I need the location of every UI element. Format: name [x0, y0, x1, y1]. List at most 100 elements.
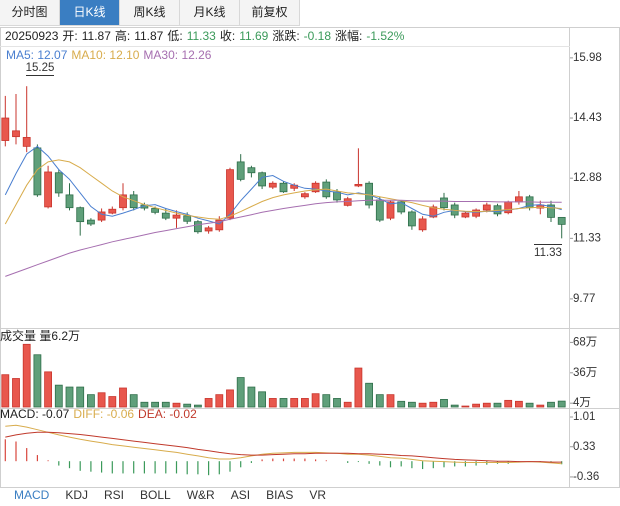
period-tab[interactable]: 周K线: [120, 0, 180, 26]
volume-bar: [375, 394, 384, 408]
indicator-tab[interactable]: BOLL: [140, 488, 171, 502]
volume-bar: [322, 394, 331, 408]
indicator-tabs: MACD KDJ RSI BOLL W&R ASI BIAS VR: [6, 486, 334, 506]
volume-bar: [290, 398, 299, 408]
volume-bar: [44, 371, 52, 408]
volume-bar: [108, 396, 117, 408]
period-tab[interactable]: 分时图: [0, 0, 60, 26]
volume-bar: [161, 401, 170, 408]
volume-bar: [258, 391, 267, 408]
macd-legend: MACD: -0.07 DIFF: -0.06 DEA: -0.02: [0, 406, 201, 422]
candle-body: [418, 218, 427, 231]
indicator-tab[interactable]: RSI: [104, 488, 125, 502]
volume-bar: [129, 394, 138, 408]
candle-body: [129, 194, 138, 209]
candle-body: [236, 161, 245, 180]
candle-body: [76, 207, 85, 223]
indicator-tab[interactable]: MACD: [14, 488, 50, 502]
volume-bar: [215, 394, 224, 408]
indicator-tab[interactable]: KDJ: [65, 488, 89, 502]
volume-bar: [440, 398, 448, 408]
y-tick-label: 12.88: [573, 172, 602, 184]
quote-label: 高:: [114, 29, 131, 43]
candle-body: [65, 194, 74, 209]
volume-bar: [525, 402, 534, 408]
period-tab[interactable]: 日K线: [60, 0, 120, 26]
period-tab[interactable]: 前复权: [240, 0, 300, 26]
quote-label: 低:: [167, 29, 183, 43]
volume-title: 成交量 量6.2万: [0, 329, 81, 343]
volume-bar: [54, 384, 63, 408]
candle-body: [547, 204, 555, 218]
y-tick-label: 11.33: [573, 232, 601, 244]
low-annotation: 11.33: [534, 247, 562, 259]
volume-bar: [300, 398, 309, 408]
legend-entry: MA10: 12.10: [71, 48, 140, 62]
candle-body: [97, 211, 106, 221]
y-tick-label: 14.43: [573, 112, 602, 124]
quote-label: 开:: [62, 29, 78, 43]
period-tabs: 分时图 日K线 周K线 月K线 前复权: [0, 0, 300, 26]
volume-bar: [557, 400, 566, 408]
volume-bar: [279, 398, 288, 408]
quote-value: 11.69: [239, 29, 269, 43]
candle-body: [429, 206, 438, 218]
volume-bar: [140, 401, 149, 408]
candle-body: [87, 219, 95, 225]
indicator-tab[interactable]: ASI: [230, 488, 251, 502]
legend-entry: MA30: 12.26: [143, 48, 212, 62]
volume-bar: [183, 403, 192, 408]
volume-bar: [33, 354, 42, 408]
volume-bar: [354, 367, 363, 408]
candle-body: [386, 201, 395, 219]
candle-body: [33, 147, 42, 196]
candle-body: [119, 194, 127, 209]
period-tab[interactable]: 月K线: [180, 0, 240, 26]
volume-bar: [247, 386, 256, 408]
y-tick-label: 4万: [573, 397, 591, 409]
volume-bar: [504, 399, 513, 408]
volume-bar: [407, 401, 416, 408]
candle-body: [279, 182, 288, 193]
candle-body: [151, 208, 160, 213]
volume-bar: [151, 401, 160, 408]
indicator-tab[interactable]: VR: [309, 488, 327, 502]
y-tick-label: 15.98: [573, 52, 602, 64]
candle-body: [44, 171, 52, 208]
volume-bar: [515, 400, 523, 408]
volume-bar: [536, 404, 545, 408]
candle-body: [226, 169, 234, 219]
y-tick-label: 68万: [573, 336, 597, 348]
volume-bar: [65, 386, 74, 408]
candle-body: [300, 193, 309, 198]
quote-label: 涨幅:: [335, 29, 363, 43]
volume-bar: [76, 386, 85, 408]
y-tick-label: 36万: [573, 367, 597, 379]
volume-bar: [482, 402, 491, 408]
macd-line: [5, 431, 562, 463]
quote-value: 11.33: [186, 29, 216, 43]
y-tick-label: -0.36: [573, 471, 599, 483]
volume-bar: [236, 377, 245, 408]
candle-body: [472, 209, 481, 217]
volume-bar: [172, 402, 181, 408]
ma-legend: MA5: 12.07 MA10: 12.10 MA30: 12.26: [6, 47, 215, 63]
volume-bar: [22, 343, 31, 408]
candle-body: [515, 196, 523, 203]
candle-body: [440, 197, 448, 209]
candle-body: [311, 182, 320, 193]
candle-body: [268, 182, 277, 188]
candle-body: [172, 214, 181, 219]
macd-line: [5, 424, 562, 465]
indicator-tab[interactable]: W&R: [186, 488, 215, 502]
volume-bar: [12, 378, 20, 408]
quote-row: 20250923 开: 11.87 高: 11.87 低: 11.33 收: 11.69 涨跌: -…: [5, 27, 408, 45]
candle-body: [161, 212, 170, 219]
candle-body: [461, 212, 470, 218]
indicator-tab[interactable]: BIAS: [266, 488, 294, 502]
candle-body: [54, 172, 63, 194]
volume-bar: [429, 401, 438, 408]
candle-body: [215, 219, 224, 231]
